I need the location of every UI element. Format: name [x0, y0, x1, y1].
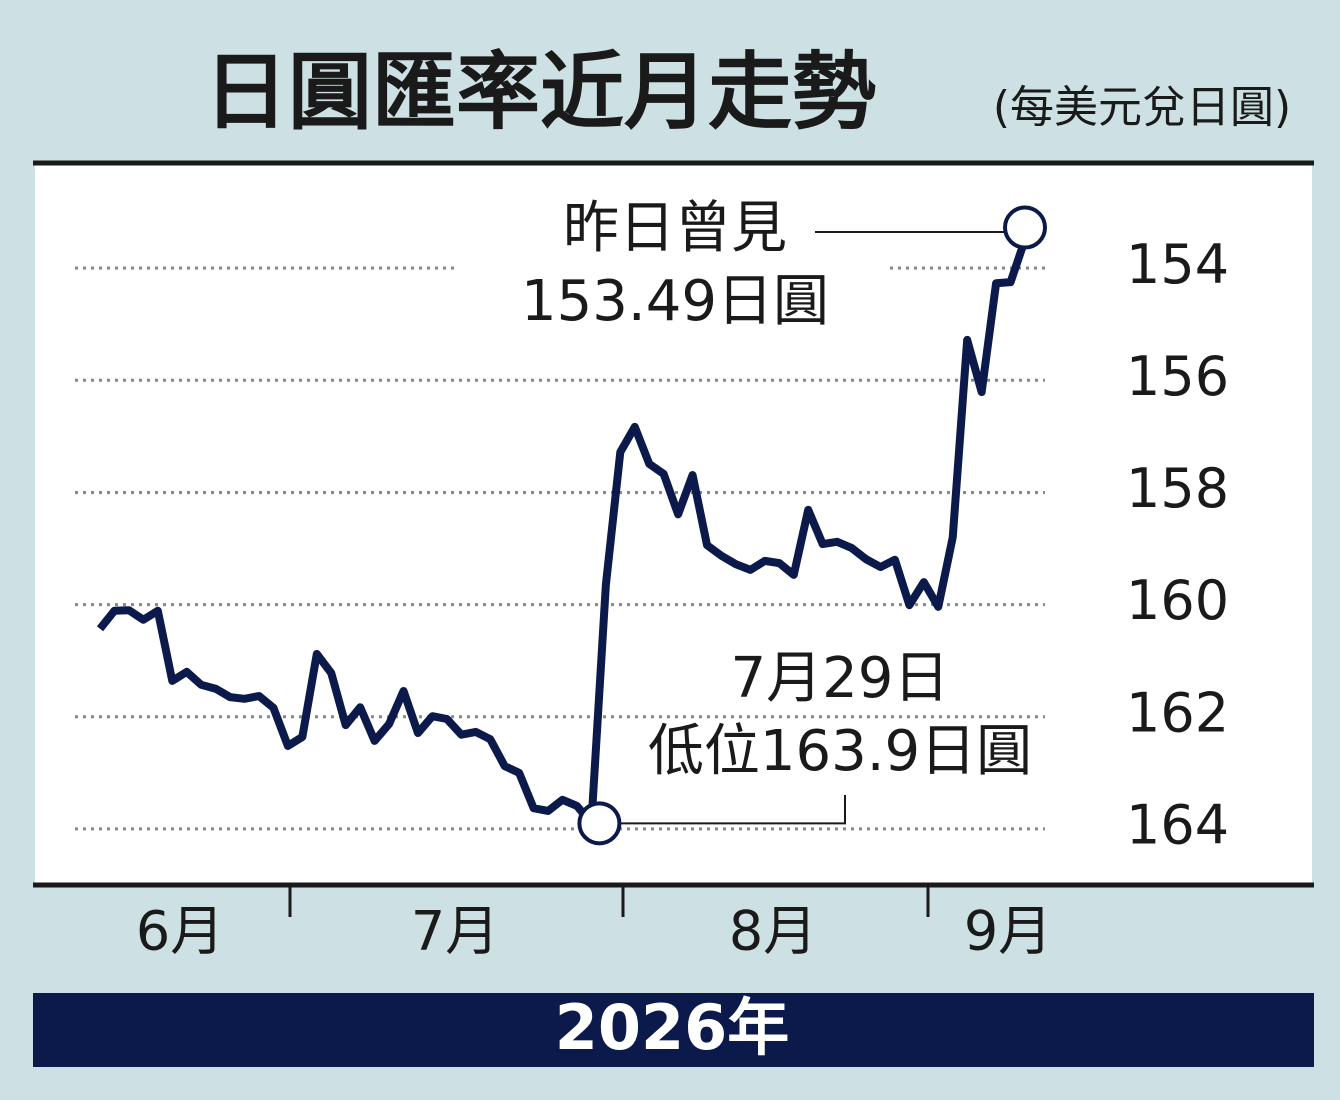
month-label: 8月 — [729, 900, 817, 963]
annotation: 7月29日 — [731, 646, 950, 711]
annotation: 低位163.9日圓 — [648, 719, 1032, 784]
y-tick-label: 158 — [1126, 457, 1229, 520]
highlight-point — [1003, 205, 1047, 250]
plot-area — [35, 163, 1312, 885]
y-tick-label: 162 — [1126, 681, 1229, 744]
y-tick-label: 160 — [1126, 569, 1229, 632]
chart-title: 日圓匯率近月走勢 — [204, 43, 876, 141]
footer-label: 2026年 — [555, 991, 790, 1064]
month-label: 6月 — [136, 900, 224, 963]
month-label: 9月 — [964, 900, 1052, 963]
leader-line — [591, 795, 846, 825]
highlight-point — [577, 801, 622, 846]
y-tick-label: 156 — [1126, 345, 1229, 408]
y-tick-label: 154 — [1126, 233, 1229, 296]
annotation: 153.49日圓 — [521, 269, 829, 334]
footer-bar — [33, 993, 1314, 1067]
line-series — [96, 238, 1029, 828]
annotation: 昨日曾見 — [563, 196, 787, 261]
month-label: 7月 — [411, 900, 499, 963]
y-tick-label: 164 — [1126, 794, 1229, 857]
chart-subtitle: (每美元兌日圓) — [993, 82, 1291, 133]
